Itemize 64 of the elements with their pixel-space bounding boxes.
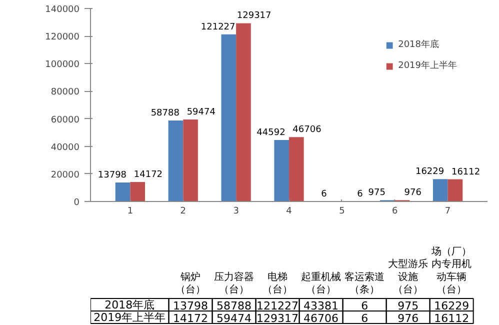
data-label: 43381	[304, 299, 339, 312]
data-label: 129317	[236, 11, 272, 22]
category-label: 客运索道（条）	[344, 270, 385, 296]
data-label: 6	[361, 299, 368, 312]
y-tick-label: 20000	[50, 170, 80, 180]
category-label: 电梯（台）	[262, 270, 293, 296]
bar	[221, 34, 236, 202]
category-label: 压力容器（台）	[214, 270, 254, 296]
data-label: 16112	[434, 312, 470, 325]
legend-label: 2018年底	[398, 38, 439, 51]
data-label: 6	[357, 189, 364, 200]
data-label: 16112	[451, 167, 480, 178]
bar	[115, 182, 130, 202]
y-tick-label: 60000	[50, 115, 80, 126]
data-label: 14172	[134, 170, 163, 180]
data-label: 121227	[256, 299, 299, 312]
data-label: 121227	[200, 22, 236, 32]
data-label: 44592	[256, 128, 286, 138]
y-tick-label: 0	[74, 198, 80, 208]
data-label: 58788	[216, 299, 252, 312]
bar	[274, 140, 289, 202]
y-tick-label: 140000	[45, 5, 80, 15]
data-label: 6	[361, 312, 368, 325]
legend-label: 2019年上半年	[398, 60, 457, 72]
data-label: 59474	[216, 312, 252, 325]
data-label: 46706	[292, 125, 322, 136]
x-tick-label: 7	[444, 206, 451, 216]
y-tick-label: 120000	[45, 32, 80, 43]
x-tick-label: 6	[392, 206, 398, 216]
data-label: 59474	[186, 108, 216, 118]
x-tick-label: 2	[180, 206, 186, 216]
y-tick-label: 40000	[50, 142, 80, 153]
x-tick-label: 1	[127, 206, 134, 216]
bar	[130, 182, 146, 202]
bar	[236, 23, 251, 202]
bar	[168, 120, 184, 202]
x-tick-label: 5	[339, 206, 345, 216]
x-tick-label: 3	[233, 206, 239, 216]
data-label: 129317	[256, 312, 299, 325]
data-label: 976	[398, 312, 419, 325]
category-label: 起重机械（台）	[301, 270, 342, 296]
bar	[432, 179, 448, 202]
data-label: 976	[404, 188, 422, 198]
data-label: 6	[321, 189, 328, 200]
bar	[289, 137, 304, 202]
data-label: 13798	[173, 299, 208, 312]
data-label: 58788	[150, 108, 180, 118]
data-label: 46706	[304, 312, 339, 325]
data-label: 975	[368, 188, 386, 198]
data-label: 16229	[415, 167, 444, 178]
bar	[448, 179, 463, 202]
category-label: 场（厂）内专用机动车辆（台）	[430, 246, 472, 296]
data-label: 975	[398, 299, 419, 312]
category-label: 大型游乐设施（台）	[388, 258, 428, 296]
x-tick-label: 4	[286, 206, 292, 216]
data-label: 16229	[434, 299, 470, 312]
legend-label: 2018年底	[104, 298, 155, 312]
bar	[183, 120, 198, 202]
data-label: 14172	[173, 312, 208, 325]
legend-label: 2019年上半年	[94, 310, 166, 324]
category-label: 锅炉（台）	[176, 270, 206, 296]
data-label: 13798	[98, 170, 127, 180]
y-tick-label: 100000	[45, 60, 80, 70]
y-tick-label: 80000	[50, 88, 80, 98]
